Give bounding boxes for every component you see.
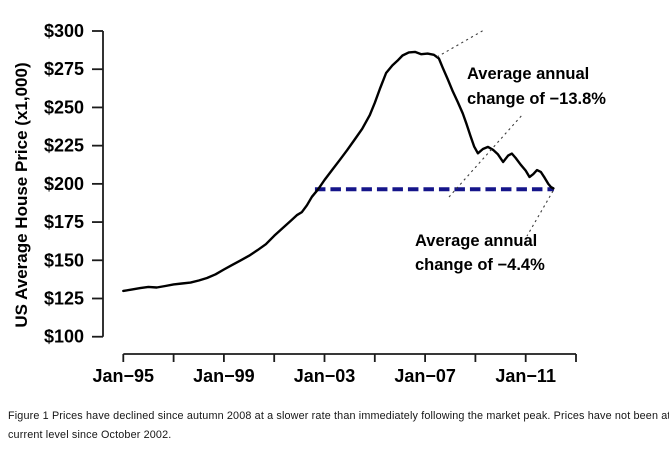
price-line <box>122 50 555 293</box>
price-chart: $100 $125 $150 $175 $200 $225 $250 $275 $300 Jan−… <box>12 21 606 386</box>
y-tick-label: $225 <box>44 136 84 156</box>
reference-dashed-line <box>314 187 554 196</box>
price-line-series <box>122 50 555 293</box>
caption-line-1: Figure 1 Prices have declined since autu… <box>8 410 669 422</box>
y-tick-label: $275 <box>44 59 84 79</box>
figure-caption: Figure 1 Prices have declined since autu… <box>8 407 669 444</box>
x-tick-label: Jan−07 <box>394 366 456 386</box>
y-tick-label: $100 <box>44 327 84 347</box>
axes: $100 $125 $150 $175 $200 $225 $250 $275 $300 Jan−… <box>44 21 577 386</box>
annotation-peak-line1: Average annual <box>467 65 589 83</box>
leader-line-decline <box>448 113 524 198</box>
x-tick-label: Jan−99 <box>193 366 255 386</box>
leader-line-peak <box>436 29 485 58</box>
annotation-tail-line2: change of −4.4% <box>415 256 545 274</box>
x-tick-label: Jan−03 <box>294 366 356 386</box>
y-tick-label: $150 <box>44 250 84 270</box>
annotation-peak-line2: change of −13.8% <box>467 90 606 108</box>
leader-line-tail <box>526 190 554 237</box>
y-tick-label: $125 <box>44 288 84 308</box>
annotation-tail-line1: Average annual <box>415 232 537 250</box>
x-tick-label: Jan−95 <box>93 366 155 386</box>
y-tick-label: $175 <box>44 212 84 232</box>
y-axis-title: US Average House Price (x1,000) <box>12 62 31 327</box>
x-tick-label: Jan−11 <box>495 366 556 386</box>
y-tick-label: $300 <box>44 21 84 41</box>
y-tick-label: $200 <box>44 174 84 194</box>
y-tick-label: $250 <box>44 97 84 117</box>
caption-line-2: current level since October 2002. <box>8 428 172 441</box>
annotation-leader-lines <box>436 29 554 237</box>
